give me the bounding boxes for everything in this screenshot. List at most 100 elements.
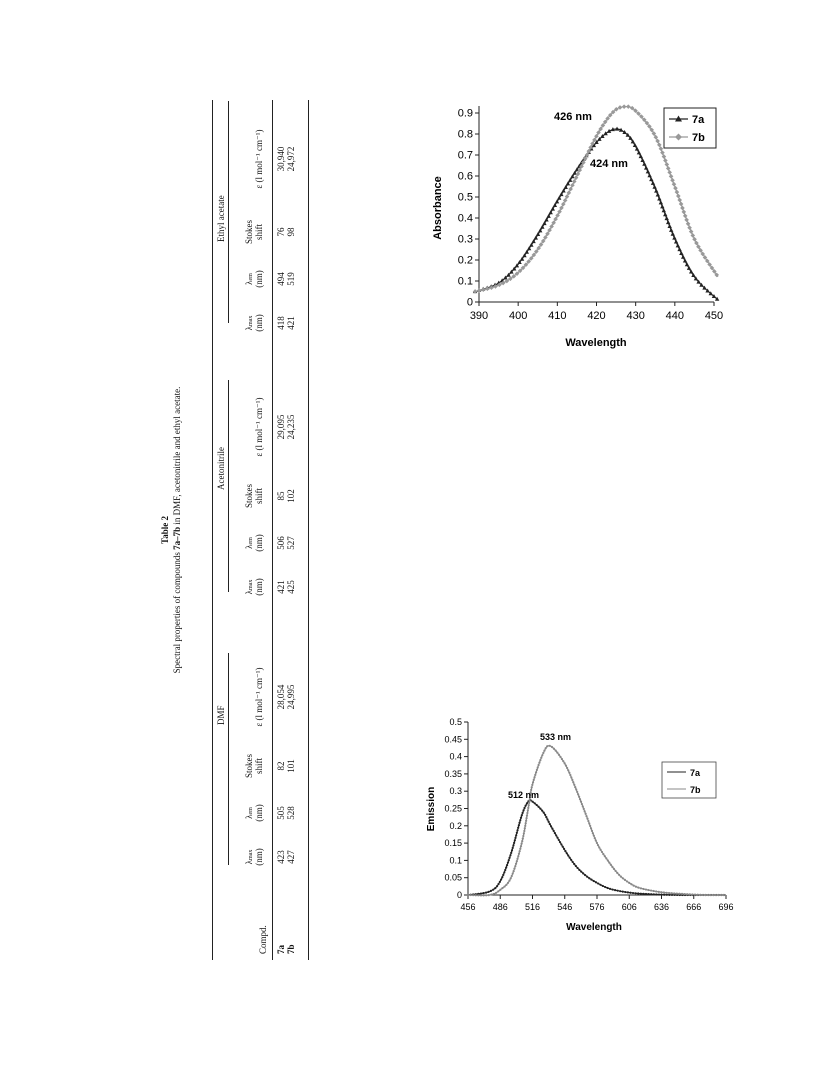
em-series-7a-marker <box>513 839 516 842</box>
abs-series-7a-marker <box>691 273 696 278</box>
abs-series-7b-marker <box>696 244 701 250</box>
em-series-7b-marker <box>628 881 631 884</box>
em-series-7b-marker <box>525 817 528 820</box>
em-series-7b-marker <box>605 857 608 860</box>
em-xtick-label: 486 <box>493 902 508 912</box>
em-series-7b-marker <box>594 839 597 842</box>
abs-series-7a-marker <box>550 206 555 211</box>
abs-series-7b-marker <box>596 130 601 135</box>
em-series-7b-marker <box>612 867 616 871</box>
em-series-7b-marker <box>531 781 535 784</box>
em-series-7b-marker <box>535 768 538 772</box>
em-series-7a-marker <box>655 893 658 896</box>
em-series-7b-marker <box>526 809 529 812</box>
em-series-7b-marker <box>501 887 504 890</box>
abs-series-7a-marker <box>636 150 642 155</box>
em-series-7b-marker <box>518 850 521 853</box>
abs-series-7b-marker <box>568 186 573 192</box>
em-ytick-label: 0.3 <box>449 786 462 796</box>
em-series-7b-marker <box>706 893 710 897</box>
em-series-7b-marker <box>686 893 689 896</box>
abs-series-7b-marker <box>526 259 531 264</box>
em-series-7b-marker <box>554 749 557 752</box>
em-series-7a-marker <box>521 811 524 814</box>
em-series-7b-marker <box>513 867 516 870</box>
em-series-7b-marker <box>609 863 612 866</box>
em-series-7b-marker <box>583 810 586 813</box>
absorbance-chart: 0 0.1 0.2 0.3 0.4 0.5 0.6 0.7 0.8 0.9 390 400 410 42… <box>432 104 723 349</box>
em-legend: 7a 7b <box>661 761 717 799</box>
em-series-7b-marker <box>528 796 531 799</box>
em-series-7a-marker <box>482 892 485 895</box>
em-series-7b-marker <box>523 827 526 830</box>
abs-series-7a-marker <box>606 128 612 133</box>
em-series-7b-marker <box>581 805 584 808</box>
em-series-7a-marker <box>552 829 555 832</box>
abs-series-7a-marker <box>652 184 657 189</box>
em-series-7b-marker <box>578 798 582 801</box>
em-series-7a-marker <box>668 893 671 896</box>
em-series-7b-marker <box>567 769 570 772</box>
em-series-7b-marker <box>499 888 502 891</box>
em-series-7a-marker <box>642 892 645 895</box>
row-7b-compd: 7b <box>286 944 296 954</box>
em-series-7a-marker <box>500 878 503 881</box>
em-series-7b-marker <box>522 832 525 835</box>
em-series-7b-marker <box>469 893 472 897</box>
em-series-7a-marker <box>626 891 629 894</box>
abs-series-7b-marker <box>584 152 590 158</box>
abs-series-7b-marker <box>709 265 715 271</box>
row-7a-dmf-stokes: 82 <box>276 761 286 771</box>
em-series-7b-marker <box>617 873 621 876</box>
em-series-7b-marker <box>573 783 576 786</box>
em-series-7b-marker <box>539 759 542 762</box>
em-series-7b-marker <box>680 892 684 896</box>
em-series-7b-marker <box>589 824 592 828</box>
abs-series-7a-marker <box>660 204 665 209</box>
emission-chart: 0 0.05 0.1 0.15 0.2 0.25 0.3 0.35 0.4 0.45 0.5 456… <box>426 717 734 933</box>
em-series-7a-marker <box>665 893 668 896</box>
em-series-7a-marker <box>562 847 566 850</box>
em-series-7b-marker <box>563 762 566 765</box>
header-lmax-dmf-unit: (nm) <box>254 848 264 866</box>
em-xtick-label: 516 <box>525 902 540 912</box>
abs-annotation-426: 426 nm <box>554 111 592 123</box>
em-series-7b-marker <box>521 840 524 843</box>
abs-series-7a-marker <box>675 243 681 248</box>
em-series-7b-marker <box>596 844 600 847</box>
em-series-7b-marker <box>582 807 585 811</box>
em-series-7a-marker <box>644 892 648 896</box>
abs-series-7b-marker <box>605 116 610 121</box>
abs-series-7b-marker <box>575 171 581 177</box>
em-series-7a-marker <box>582 872 585 875</box>
em-series-7a-marker <box>489 889 493 892</box>
row-7a-ea-eps: 30,940 <box>276 146 286 172</box>
em-xtick-label: 456 <box>460 902 475 912</box>
abs-series-7a-marker <box>655 192 661 197</box>
em-series-7b-marker <box>524 822 527 825</box>
em-series-7a-marker <box>495 885 499 888</box>
em-series-7b-marker <box>575 788 578 791</box>
abs-series-7a-marker <box>711 293 717 298</box>
abs-series-7a-marker <box>514 263 520 268</box>
em-series-7b-marker <box>519 847 522 850</box>
em-xtick-label: 606 <box>622 902 637 912</box>
abs-series-7a-marker <box>702 285 707 290</box>
header-lmax-ea-unit: (nm) <box>254 314 264 332</box>
em-series-7a-marker <box>516 829 519 832</box>
em-series-7a-marker <box>574 864 577 868</box>
abs-series-7b-marker <box>658 146 664 152</box>
em-series-7b-marker <box>521 837 524 840</box>
em-series-7b-marker <box>580 802 583 806</box>
em-series-7a-marker <box>551 827 554 830</box>
em-series-7b-marker <box>514 865 517 868</box>
row-7a-acn-lmax: 421 <box>276 580 286 594</box>
abs-series-7a-marker <box>688 269 694 274</box>
abs-series-7b-marker <box>517 268 523 274</box>
abs-series-7a-marker <box>661 208 666 213</box>
em-series-7a-marker <box>507 859 510 862</box>
em-series-7b-marker <box>525 814 529 817</box>
abs-series-7a-marker <box>680 254 686 259</box>
abs-series-7b-marker <box>564 194 570 199</box>
em-series-7b-marker <box>527 806 530 809</box>
